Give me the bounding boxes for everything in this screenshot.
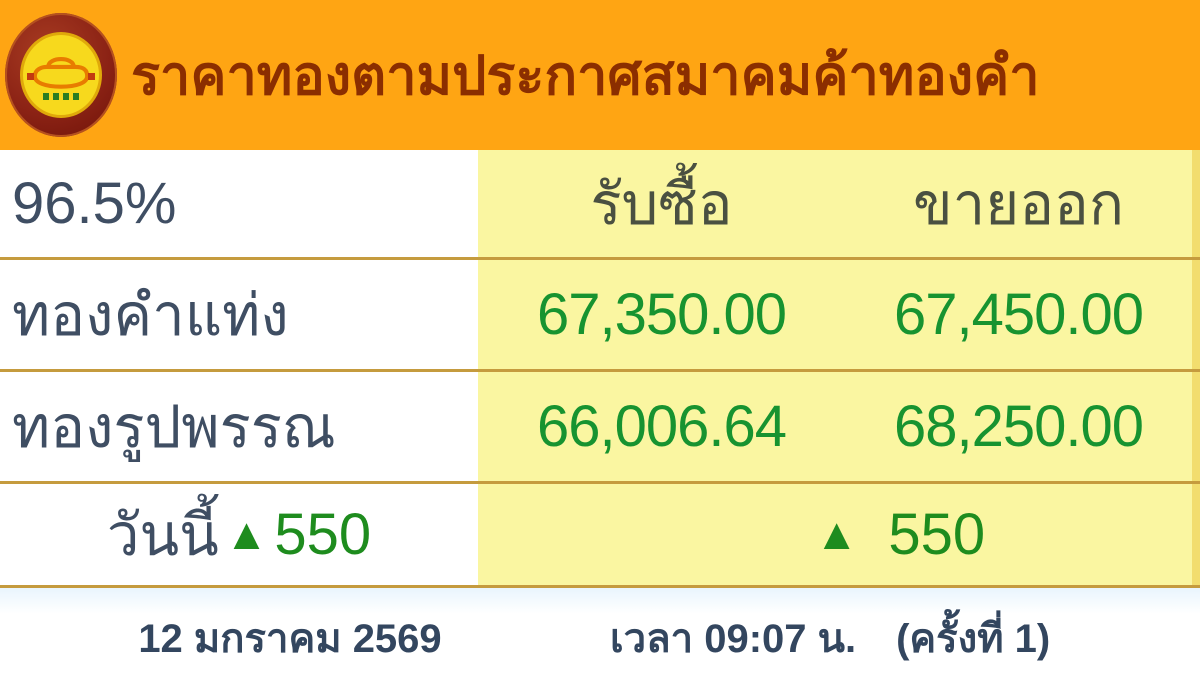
widget-title: ราคาทองตามประกาศสมาคมค้าทองคำ — [131, 46, 1040, 106]
today-label: วันนี้ — [106, 503, 219, 568]
row-label-gold-ornament: ทองรูปพรรณ — [0, 372, 478, 481]
gold-ingot-icon — [32, 57, 90, 89]
row-label-gold-bar: ทองคำแท่ง — [0, 260, 478, 369]
gold-bar-buy-price: 67,350.00 — [478, 260, 845, 369]
table-row-gold-ornament: ทองรูปพรรณ 66,006.64 68,250.00 — [0, 372, 1200, 484]
column-header-sell: ขายออก — [845, 150, 1200, 257]
column-header-buy: รับซื้อ — [478, 150, 845, 257]
table-row-gold-bar: ทองคำแท่ง 67,350.00 67,450.00 — [0, 260, 1200, 372]
today-change-right-value: 550 — [888, 502, 986, 567]
up-arrow-icon: ▲ — [814, 509, 859, 559]
date-text: 12 มกราคม 2569 — [138, 616, 442, 661]
today-change-left-cell: วันนี้ ▲ 550 — [0, 484, 478, 585]
widget-footer: 12 มกราคม 2569 เวลา 09:07 น. (ครั้งที่ 1… — [0, 588, 1200, 687]
gold-bar-sell-price: 67,450.00 — [845, 260, 1200, 369]
announcement-round-text: (ครั้งที่ 1) — [896, 616, 1051, 661]
up-arrow-icon: ▲ — [224, 509, 269, 559]
logo-red-mark — [88, 73, 95, 80]
today-change-left-value: 550 — [274, 502, 372, 567]
logo-red-mark — [27, 73, 34, 80]
logo-inner-circle — [20, 32, 102, 118]
today-change-right-cell: ▲ 550 — [478, 484, 1200, 585]
table-row-today-change: วันนี้ ▲ 550 ▲ 550 — [0, 484, 1200, 588]
logo-green-marks — [43, 93, 79, 100]
widget-header: ราคาทองตามประกาศสมาคมค้าทองคำ — [0, 0, 1200, 150]
gold-ornament-buy-price: 66,006.64 — [478, 372, 845, 481]
gold-traders-association-logo — [5, 13, 117, 137]
table-header-row: 96.5% รับซื้อ ขายออก — [0, 150, 1200, 260]
purity-label: 96.5% — [0, 150, 478, 257]
time-text: เวลา 09:07 น. — [610, 616, 857, 661]
gold-ornament-sell-price: 68,250.00 — [845, 372, 1200, 481]
